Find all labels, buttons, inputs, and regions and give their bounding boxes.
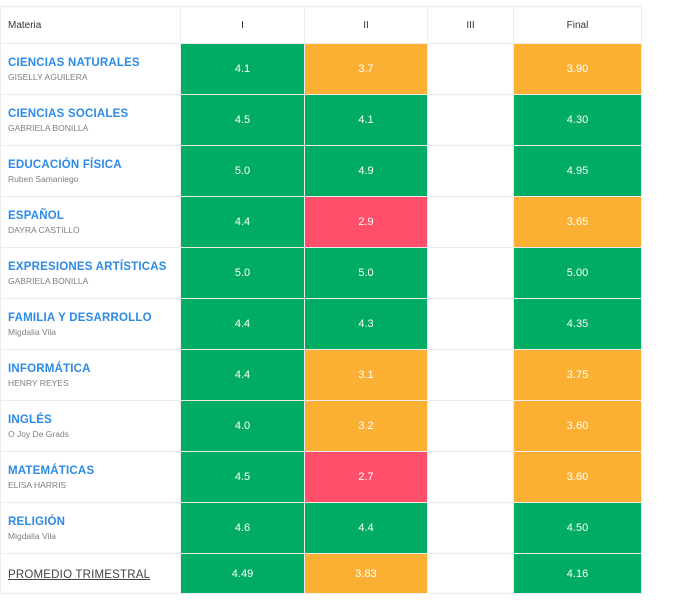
teacher-name: Ruben Samaniego — [8, 173, 79, 184]
average-final: 4.16 — [513, 553, 642, 594]
grade-final: 3.90 — [513, 43, 642, 95]
table-row: RELIGIÓN Migdalia Vila 4.6 4.4 4.50 — [0, 502, 642, 554]
subject-link[interactable]: CIENCIAS SOCIALES — [8, 107, 129, 120]
table-row: MATEMÁTICAS ELISA HARRIS 4.5 2.7 3.60 — [0, 451, 642, 503]
subject-link[interactable]: ESPAÑOL — [8, 209, 65, 222]
teacher-name: GISELLY AGUILERA — [8, 71, 88, 82]
grade-final: 3.60 — [513, 451, 642, 503]
grade-term-3 — [427, 145, 514, 197]
subject-cell: ESPAÑOL DAYRA CASTILLO — [0, 196, 181, 248]
grade-term-3 — [427, 247, 514, 299]
subject-link[interactable]: FAMILIA Y DESARROLLO — [8, 311, 152, 324]
subject-cell: EDUCACIÓN FÍSICA Ruben Samaniego — [0, 145, 181, 197]
teacher-name: O Joy De Grads — [8, 428, 69, 439]
average-label: PROMEDIO TRIMESTRAL — [8, 568, 151, 581]
grade-term-2: 5.0 — [304, 247, 428, 299]
subject-cell: RELIGIÓN Migdalia Vila — [0, 502, 181, 554]
table-row: INGLÉS O Joy De Grads 4.0 3.2 3.60 — [0, 400, 642, 452]
subject-cell: EXPRESIONES ARTÍSTICAS GABRIELA BONILLA — [0, 247, 181, 299]
teacher-name: Migdalia Vila — [8, 530, 57, 541]
subject-cell: MATEMÁTICAS ELISA HARRIS — [0, 451, 181, 503]
grade-term-1: 5.0 — [180, 247, 305, 299]
grade-term-3 — [427, 94, 514, 146]
table-row: EDUCACIÓN FÍSICA Ruben Samaniego 5.0 4.9 4.9… — [0, 145, 642, 197]
grade-term-2: 4.9 — [304, 145, 428, 197]
grade-final: 4.30 — [513, 94, 642, 146]
header-final: Final — [513, 6, 642, 44]
grade-final: 3.75 — [513, 349, 642, 401]
subject-cell: FAMILIA Y DESARROLLO Migdalia Vila — [0, 298, 181, 350]
subject-link[interactable]: EXPRESIONES ARTÍSTICAS — [8, 260, 167, 273]
grade-term-3 — [427, 298, 514, 350]
grade-term-1: 5.0 — [180, 145, 305, 197]
header-term-1: I — [180, 6, 305, 44]
header-subject: Materia — [0, 6, 181, 44]
grade-term-2: 3.7 — [304, 43, 428, 95]
grade-term-3 — [427, 400, 514, 452]
grade-final: 4.35 — [513, 298, 642, 350]
subject-cell: CIENCIAS NATURALES GISELLY AGUILERA — [0, 43, 181, 95]
grade-term-1: 4.6 — [180, 502, 305, 554]
subject-cell: INFORMÁTICA HENRY REYES — [0, 349, 181, 401]
grade-term-1: 4.5 — [180, 94, 305, 146]
teacher-name: DAYRA CASTILLO — [8, 224, 80, 235]
grade-term-2: 4.4 — [304, 502, 428, 554]
grades-table: Materia I II III Final CIENCIAS NATURALE… — [0, 6, 642, 594]
grade-term-3 — [427, 451, 514, 503]
subject-link[interactable]: CIENCIAS NATURALES — [8, 56, 140, 69]
subject-link[interactable]: MATEMÁTICAS — [8, 464, 95, 477]
teacher-name: ELISA HARRIS — [8, 479, 67, 490]
grade-term-3 — [427, 43, 514, 95]
average-label-cell: PROMEDIO TRIMESTRAL — [0, 553, 181, 594]
average-term-2: 3.83 — [304, 553, 428, 594]
grade-term-2: 2.7 — [304, 451, 428, 503]
header-term-2: II — [304, 6, 428, 44]
grade-term-1: 4.5 — [180, 451, 305, 503]
grade-term-2: 4.1 — [304, 94, 428, 146]
subject-link[interactable]: INGLÉS — [8, 413, 53, 426]
grade-rows: CIENCIAS NATURALES GISELLY AGUILERA 4.1 3.7… — [0, 43, 642, 594]
subject-link[interactable]: RELIGIÓN — [8, 515, 66, 528]
table-row: EXPRESIONES ARTÍSTICAS GABRIELA BONILLA 5.… — [0, 247, 642, 299]
teacher-name: GABRIELA BONILLA — [8, 275, 89, 286]
subject-cell: CIENCIAS SOCIALES GABRIELA BONILLA — [0, 94, 181, 146]
table-row: FAMILIA Y DESARROLLO Migdalia Vila 4.4 4.3 4… — [0, 298, 642, 350]
grade-final: 5.00 — [513, 247, 642, 299]
table-row: CIENCIAS NATURALES GISELLY AGUILERA 4.1 3.7… — [0, 43, 642, 95]
grade-term-2: 4.3 — [304, 298, 428, 350]
grade-term-1: 4.4 — [180, 196, 305, 248]
grade-term-2: 2.9 — [304, 196, 428, 248]
teacher-name: Migdalia Vila — [8, 326, 57, 337]
grade-term-1: 4.0 — [180, 400, 305, 452]
subject-cell: INGLÉS O Joy De Grads — [0, 400, 181, 452]
grade-final: 3.65 — [513, 196, 642, 248]
table-row: ESPAÑOL DAYRA CASTILLO 4.4 2.9 3.65 — [0, 196, 642, 248]
subject-link[interactable]: INFORMÁTICA — [8, 362, 91, 375]
table-row: CIENCIAS SOCIALES GABRIELA BONILLA 4.5 4.1 4… — [0, 94, 642, 146]
grade-term-3 — [427, 502, 514, 554]
grade-term-3 — [427, 349, 514, 401]
average-row: PROMEDIO TRIMESTRAL 4.49 3.83 4.16 — [0, 553, 642, 594]
grade-final: 4.95 — [513, 145, 642, 197]
average-term-1: 4.49 — [180, 553, 305, 594]
grade-term-1: 4.4 — [180, 349, 305, 401]
header-term-3: III — [427, 6, 514, 44]
subject-link[interactable]: EDUCACIÓN FÍSICA — [8, 158, 122, 171]
teacher-name: GABRIELA BONILLA — [8, 122, 89, 133]
table-header-row: Materia I II III Final — [0, 6, 642, 44]
grade-term-2: 3.1 — [304, 349, 428, 401]
grade-term-3 — [427, 196, 514, 248]
grade-final: 3.60 — [513, 400, 642, 452]
grade-final: 4.50 — [513, 502, 642, 554]
grade-term-1: 4.1 — [180, 43, 305, 95]
table-row: INFORMÁTICA HENRY REYES 4.4 3.1 3.75 — [0, 349, 642, 401]
grade-term-2: 3.2 — [304, 400, 428, 452]
average-term-3 — [427, 553, 514, 594]
teacher-name: HENRY REYES — [8, 377, 69, 388]
grade-term-1: 4.4 — [180, 298, 305, 350]
